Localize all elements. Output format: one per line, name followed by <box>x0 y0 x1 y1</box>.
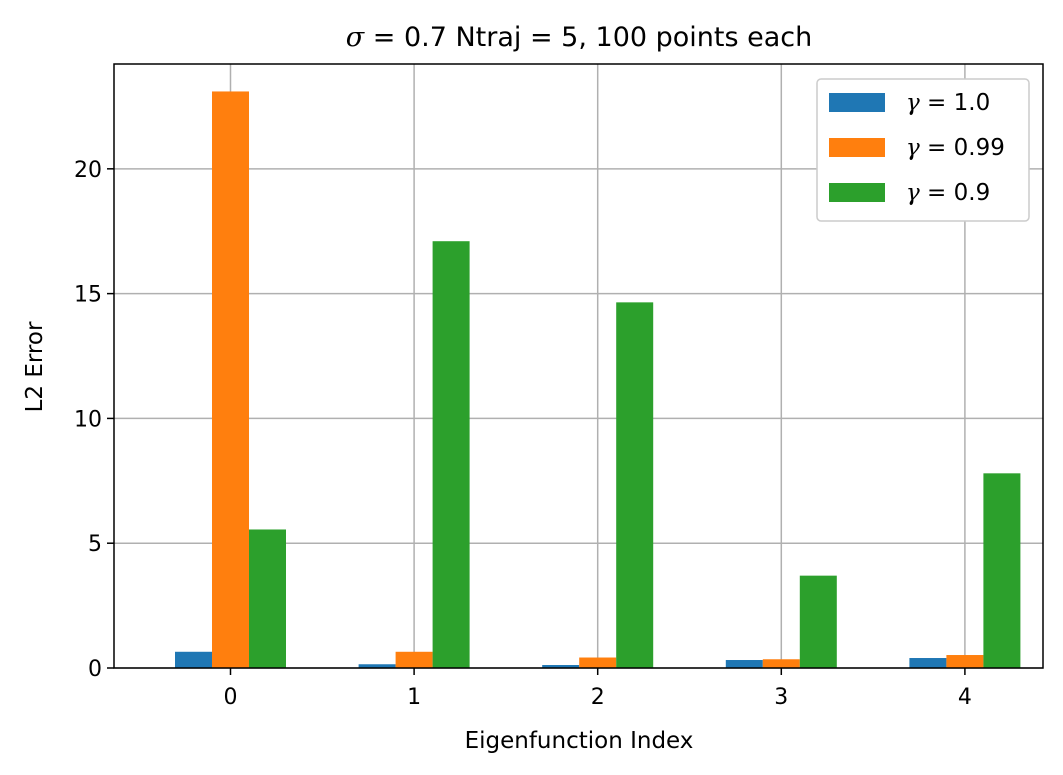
bar-series-1-category-0 <box>212 91 249 669</box>
legend-gamma-symbol-0: γ <box>906 90 920 116</box>
chart-title: σ = 0.7 Ntraj = 5, 100 points each <box>346 22 813 53</box>
bar-series-1-category-2 <box>579 657 617 668</box>
x-tick-label-2: 2 <box>591 685 605 710</box>
bar-series-0-category-2 <box>542 665 580 668</box>
y-axis-label: L2 Error <box>22 321 48 412</box>
bar-series-1-category-4 <box>946 655 984 668</box>
legend-value-1: = 0.99 <box>920 135 1005 161</box>
legend-gamma-symbol-2: γ <box>906 180 920 206</box>
y-tick-label-0: 0 <box>88 657 102 682</box>
legend-value-2: = 0.9 <box>920 180 990 206</box>
legend-swatch-2 <box>829 183 885 202</box>
y-tick-label-2: 10 <box>74 407 102 432</box>
bar-series-0-category-3 <box>725 660 763 668</box>
y-tick-label-3: 15 <box>74 283 102 308</box>
bar-series-1-category-3 <box>762 659 800 668</box>
legend-gamma-symbol-1: γ <box>906 135 920 161</box>
legend-label-0: γ = 1.0 <box>906 90 990 116</box>
bar-series-1-category-1 <box>395 651 433 668</box>
bar-series-0-category-4 <box>909 658 947 668</box>
grid-lines <box>114 64 1043 669</box>
y-tick-label-4: 20 <box>74 158 102 183</box>
legend-swatch-0 <box>829 93 885 112</box>
y-tick-label-1: 5 <box>88 532 102 557</box>
bar-series-0-category-0 <box>175 651 212 668</box>
x-tick-label-3: 3 <box>774 685 788 710</box>
legend-label-2: γ = 0.9 <box>906 180 990 206</box>
x-tick-label-0: 0 <box>224 685 238 710</box>
bar-series-2-category-1 <box>432 241 470 668</box>
bar-series-0-category-1 <box>358 664 396 668</box>
bar-series-2-category-4 <box>983 473 1021 668</box>
legend-value-0: = 1.0 <box>920 90 990 116</box>
legend-swatch-1 <box>829 138 885 157</box>
title-text: = 0.7 Ntraj = 5, 100 points each <box>364 22 812 53</box>
x-tick-label-4: 4 <box>958 685 972 710</box>
legend-label-1: γ = 0.99 <box>906 135 1005 161</box>
bar-series-2-category-0 <box>249 529 286 668</box>
y-axis-ticks: 0 5 10 15 20 <box>74 158 114 682</box>
title-sigma-symbol: σ <box>346 22 366 53</box>
bars <box>175 91 1021 669</box>
bar-series-2-category-3 <box>799 575 837 668</box>
x-axis-label: Eigenfunction Index <box>465 728 694 754</box>
bar-series-2-category-2 <box>616 302 654 668</box>
x-axis-ticks: 0 1 2 3 4 <box>224 668 972 710</box>
legend: γ = 1.0γ = 0.99γ = 0.9 <box>816 78 1030 222</box>
x-tick-label-1: 1 <box>407 685 421 710</box>
plot-area-frame <box>113 63 1044 669</box>
